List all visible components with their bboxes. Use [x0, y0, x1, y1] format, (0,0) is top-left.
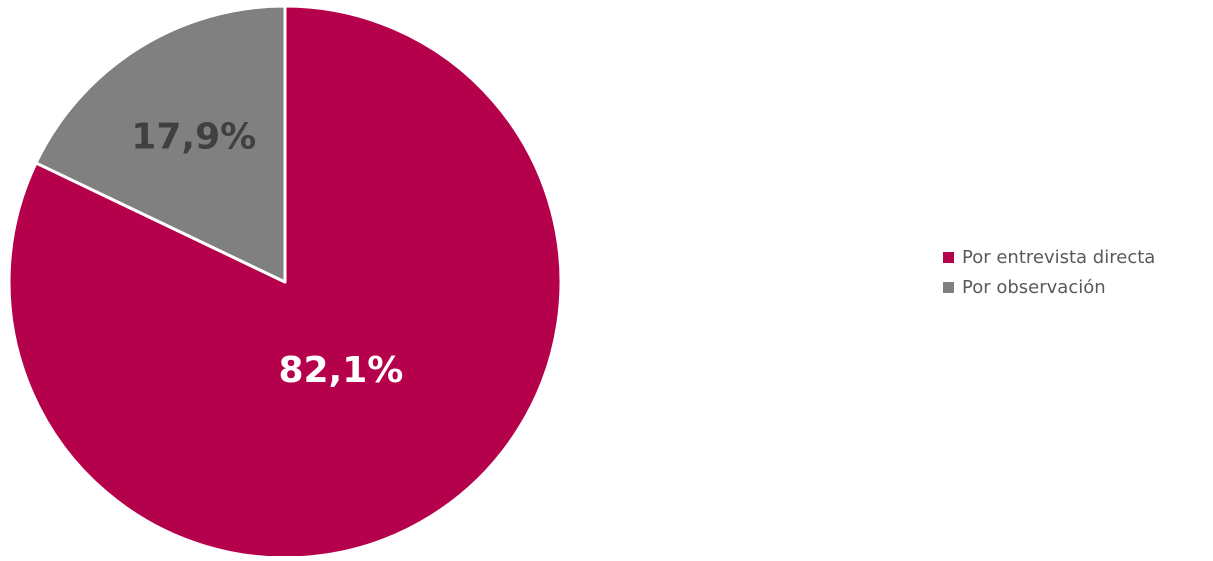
pie-slice-observacion [34, 4, 287, 284]
legend-swatch-observacion [943, 281, 954, 293]
legend-label-observacion: Por observación [962, 276, 1106, 298]
chart-legend: Por entrevista directa Por observación [943, 242, 1155, 302]
legend-item-entrevista: Por entrevista directa [943, 242, 1155, 272]
pie-slice-entrevista [7, 4, 563, 560]
legend-swatch-entrevista [943, 251, 954, 263]
legend-label-entrevista: Por entrevista directa [962, 246, 1156, 268]
data-label-entrevista: 82,1% [278, 350, 403, 391]
legend-item-observacion: Por observación [943, 272, 1155, 302]
data-label-observacion: 17,9% [131, 117, 256, 158]
